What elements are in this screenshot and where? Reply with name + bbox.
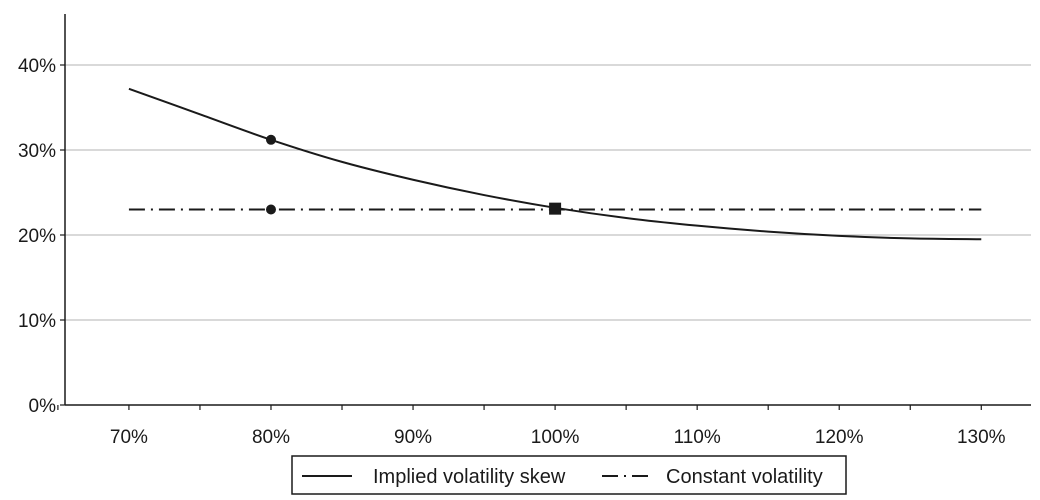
x-tick-label: 80% (252, 427, 290, 448)
y-tick-label: 20% (18, 226, 56, 247)
series-lines (128, 87, 982, 241)
legend-box (291, 455, 847, 495)
y-tick-label: 40% (18, 56, 56, 77)
gridlines (65, 64, 1031, 321)
square-marker (549, 202, 562, 215)
legend: Implied volatility skew Constant volatil… (291, 455, 847, 495)
data-markers (265, 134, 562, 215)
x-tick-label: 130% (957, 427, 1006, 448)
x-tick-label: 70% (110, 427, 148, 448)
circle-marker (265, 204, 276, 215)
y-tick-label: 10% (18, 311, 56, 332)
implied-volatility-skew-line (128, 87, 982, 241)
x-tick-label: 120% (815, 427, 864, 448)
x-tick-label: 90% (394, 427, 432, 448)
axes (57, 14, 1031, 410)
y-tick-label: 30% (18, 141, 56, 162)
tick-labels: 0% 10% 20% 30% 40% 70% 80% 90% 100% 110% 120% 130% (18, 56, 1006, 448)
legend-label-constant: Constant volatility (666, 466, 823, 488)
circle-marker (265, 134, 276, 145)
y-tick-label: 0% (29, 396, 57, 417)
legend-label-implied: Implied volatility skew (373, 466, 566, 488)
x-tick-label: 100% (531, 427, 580, 448)
x-tick-label: 110% (674, 427, 721, 448)
